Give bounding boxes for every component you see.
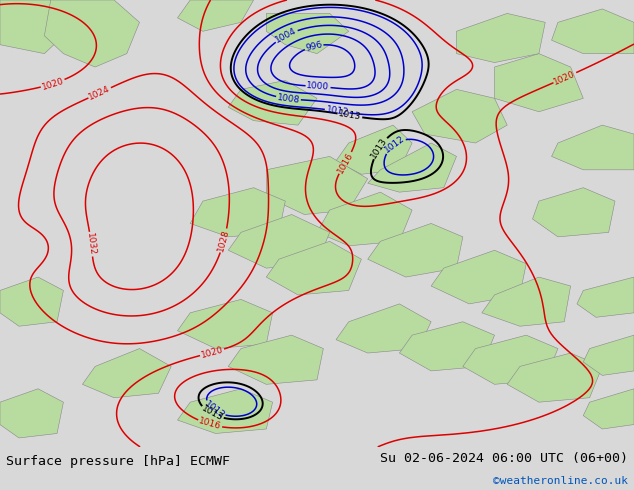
Polygon shape: [583, 335, 634, 375]
Text: 1000: 1000: [306, 81, 330, 92]
Text: 1020: 1020: [200, 345, 224, 360]
Text: 1020: 1020: [553, 69, 577, 86]
Polygon shape: [463, 335, 558, 384]
Polygon shape: [44, 0, 139, 67]
Polygon shape: [336, 125, 412, 174]
Polygon shape: [552, 9, 634, 53]
Polygon shape: [368, 143, 456, 192]
Text: 1012: 1012: [382, 134, 406, 155]
Text: Surface pressure [hPa] ECMWF: Surface pressure [hPa] ECMWF: [6, 456, 230, 468]
Polygon shape: [266, 156, 368, 215]
Text: 1008: 1008: [276, 93, 301, 104]
Text: 1016: 1016: [198, 416, 223, 432]
Polygon shape: [266, 241, 361, 295]
Polygon shape: [336, 304, 431, 353]
Polygon shape: [0, 277, 63, 326]
Polygon shape: [82, 348, 171, 398]
Polygon shape: [507, 353, 602, 402]
Text: 1024: 1024: [87, 84, 112, 102]
Polygon shape: [228, 215, 330, 268]
Polygon shape: [190, 188, 285, 237]
Polygon shape: [0, 389, 63, 438]
Polygon shape: [456, 13, 545, 63]
Polygon shape: [178, 389, 273, 434]
Polygon shape: [228, 335, 323, 384]
Text: ©weatheronline.co.uk: ©weatheronline.co.uk: [493, 476, 628, 487]
Polygon shape: [178, 0, 254, 31]
Polygon shape: [412, 89, 507, 143]
Text: 996: 996: [304, 40, 323, 53]
Text: 1020: 1020: [41, 76, 65, 92]
Polygon shape: [533, 188, 615, 237]
Text: 1012: 1012: [325, 105, 349, 117]
Polygon shape: [482, 277, 571, 326]
Text: 1016: 1016: [336, 151, 355, 175]
Polygon shape: [583, 389, 634, 429]
Polygon shape: [0, 0, 63, 53]
Text: 1012: 1012: [202, 399, 226, 420]
Polygon shape: [495, 53, 583, 112]
Polygon shape: [228, 80, 317, 125]
Polygon shape: [431, 250, 526, 304]
Polygon shape: [368, 223, 463, 277]
Polygon shape: [266, 13, 349, 53]
Polygon shape: [399, 322, 495, 371]
Polygon shape: [317, 192, 412, 246]
Text: 1032: 1032: [86, 232, 97, 256]
Polygon shape: [552, 125, 634, 170]
Text: 1004: 1004: [274, 26, 299, 45]
Polygon shape: [178, 299, 273, 348]
Text: 1013: 1013: [200, 404, 224, 423]
Polygon shape: [577, 277, 634, 318]
Text: 1013: 1013: [370, 136, 389, 160]
Text: 1013: 1013: [338, 109, 362, 122]
Text: 1028: 1028: [217, 228, 231, 253]
Text: Su 02-06-2024 06:00 UTC (06+00): Su 02-06-2024 06:00 UTC (06+00): [380, 452, 628, 466]
